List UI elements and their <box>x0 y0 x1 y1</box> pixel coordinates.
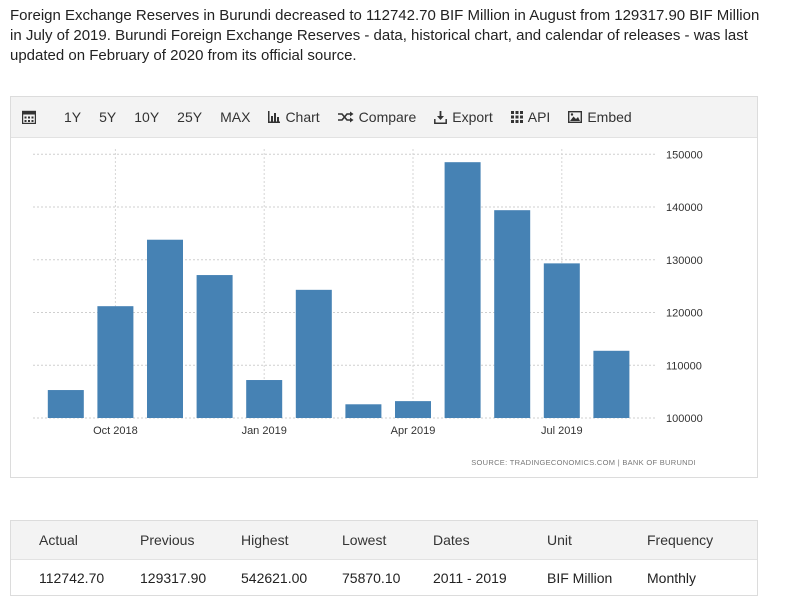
chart-bars <box>47 162 630 418</box>
range-5y-button[interactable]: 5Y <box>99 109 117 125</box>
bar-2019-03[interactable] <box>345 404 382 418</box>
y-tick-label: 110000 <box>666 360 702 372</box>
bar-chart: 100000 110000 120000 130000 140000 150000 Oct … <box>33 149 703 467</box>
y-tick-label: 120000 <box>666 308 703 320</box>
y-tick-label: 140000 <box>666 202 703 214</box>
api-button[interactable]: API <box>502 97 560 137</box>
compare-button-label: Compare <box>358 109 417 125</box>
bar-2019-05[interactable] <box>444 162 481 418</box>
chart-panel: 1Y 5Y 10Y 25Y MAX Chart Compare Export A… <box>10 96 758 478</box>
bar-2019-02[interactable] <box>295 289 332 418</box>
bar-2018-10[interactable] <box>97 306 134 418</box>
stats-value-previous: 129317.90 <box>140 570 207 586</box>
chart-source: SOURCE: TRADINGECONOMICS.COM | BANK OF B… <box>471 458 696 467</box>
export-button[interactable]: Export <box>425 97 501 137</box>
x-tick-label: Jul 2019 <box>541 425 583 437</box>
stats-header-unit: Unit <box>547 532 572 548</box>
shuffle-icon <box>337 111 354 123</box>
stats-header-row: Actual Previous Highest Lowest Dates Unit Freq… <box>11 521 757 560</box>
stats-value-unit: BIF Million <box>547 570 613 586</box>
bar-2019-07[interactable] <box>543 263 580 418</box>
stats-value-lowest: 75870.10 <box>342 570 401 586</box>
calendar-icon[interactable] <box>11 97 55 137</box>
chart-toolbar: 1Y 5Y 10Y 25Y MAX Chart Compare Export A… <box>11 97 757 138</box>
stats-value-highest: 542621.00 <box>241 570 308 586</box>
y-tick-label: 130000 <box>666 255 703 267</box>
compare-button[interactable]: Compare <box>329 97 426 137</box>
range-1y-button[interactable]: 1Y <box>64 109 82 125</box>
download-icon <box>434 110 448 124</box>
stats-value-row: 112742.70 129317.90 542621.00 75870.10 2011 … <box>11 560 757 596</box>
stats-header-dates: Dates <box>433 532 470 548</box>
stats-header-lowest: Lowest <box>342 532 387 548</box>
stats-value-dates: 2011 - 2019 <box>433 570 507 586</box>
stats-value-actual: 112742.70 <box>39 570 105 586</box>
stats-value-frequency: Monthly <box>647 570 697 586</box>
stats-header-highest: Highest <box>241 532 289 548</box>
bar-2019-06[interactable] <box>494 210 531 418</box>
x-tick-label: Jan 2019 <box>242 425 287 437</box>
stats-header-previous: Previous <box>140 532 195 548</box>
intro-text: Foreign Exchange Reserves in Burundi dec… <box>10 7 760 64</box>
x-tick-label: Apr 2019 <box>391 425 436 437</box>
stats-header-frequency: Frequency <box>647 532 714 548</box>
export-button-label: Export <box>452 109 493 125</box>
bar-chart-icon <box>268 111 281 123</box>
stats-table: Actual Previous Highest Lowest Dates Unit Freq… <box>10 520 758 596</box>
chart-button-label: Chart <box>285 109 320 125</box>
bar-2019-04[interactable] <box>395 401 431 418</box>
stats-header-actual: Actual <box>39 532 78 548</box>
range-25y-button[interactable]: 25Y <box>177 109 203 125</box>
bar-2018-12[interactable] <box>196 275 233 418</box>
range-max-button[interactable]: MAX <box>220 109 251 125</box>
chart-axis-labels: 100000 110000 120000 130000 140000 150000 Oct … <box>93 149 703 437</box>
bar-2019-08[interactable] <box>593 350 630 418</box>
y-tick-label: 150000 <box>666 149 703 161</box>
bar-2018-11[interactable] <box>147 239 183 418</box>
embed-button-label: Embed <box>587 109 632 125</box>
y-tick-label: 100000 <box>666 413 703 425</box>
bar-2018-09[interactable] <box>47 390 84 418</box>
embed-button[interactable]: Embed <box>559 97 640 137</box>
x-tick-label: Oct 2018 <box>93 425 138 437</box>
api-button-label: API <box>527 109 551 125</box>
chart-button[interactable]: Chart <box>259 97 328 137</box>
grid-icon <box>510 111 523 123</box>
image-icon <box>568 111 583 123</box>
bar-2019-01[interactable] <box>246 380 283 418</box>
range-10y-button[interactable]: 10Y <box>134 109 160 125</box>
